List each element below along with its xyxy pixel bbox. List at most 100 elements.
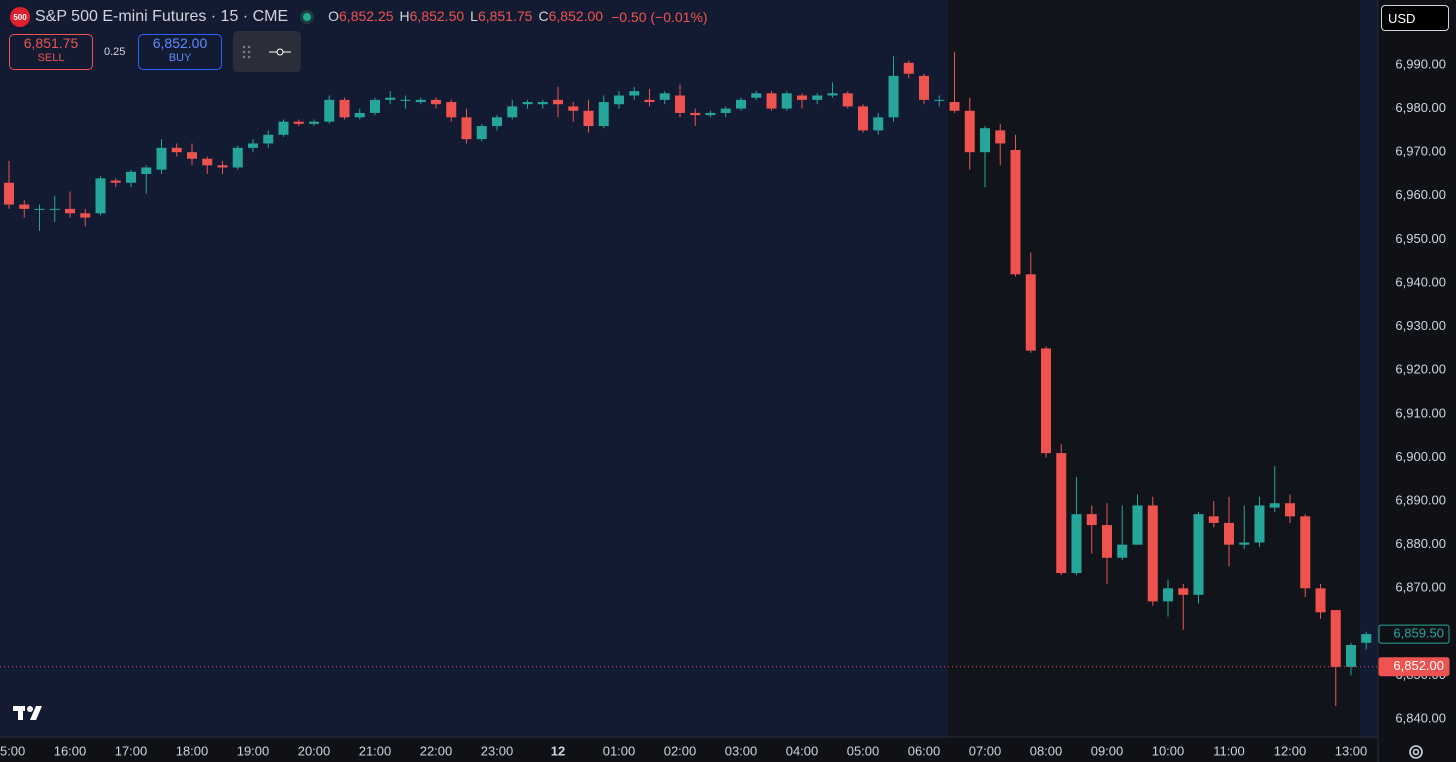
- currency-select[interactable]: USD: [1381, 5, 1449, 31]
- candle-body: [659, 93, 670, 100]
- candle-body: [537, 102, 548, 105]
- x-tick-label: 20:00: [298, 743, 331, 758]
- x-tick-label: 19:00: [237, 743, 270, 758]
- candle-body: [431, 99, 441, 105]
- candle-body: [446, 102, 457, 118]
- x-tick-label: 04:00: [786, 743, 819, 758]
- candle-body: [126, 171, 136, 183]
- candle-body: [187, 152, 197, 159]
- y-tick-label: 6,940.00: [1395, 274, 1446, 289]
- y-tick-label: 6,910.00: [1395, 405, 1446, 420]
- candle-body: [568, 106, 579, 111]
- candle-body: [629, 91, 640, 96]
- x-tick-label: 23:00: [481, 743, 514, 758]
- candle-body: [553, 99, 563, 105]
- ohlc-value: 6,852.25: [339, 8, 394, 24]
- candle-body: [1300, 516, 1311, 589]
- x-tick-label: 15:00: [0, 743, 25, 758]
- x-tick-label: 12:00: [1274, 743, 1307, 758]
- candle-body: [858, 106, 868, 131]
- ohlc-key: H: [399, 8, 410, 24]
- candle-body: [583, 110, 594, 127]
- candle-body: [1285, 503, 1295, 517]
- x-tick-label: 09:00: [1091, 743, 1124, 758]
- candle-body: [217, 165, 228, 168]
- candle-body: [934, 99, 945, 101]
- buy-price: 6,852.00: [152, 35, 208, 51]
- buy-button[interactable]: 6,852.00 BUY: [138, 34, 222, 70]
- candle-body: [354, 112, 365, 118]
- candle-body: [461, 117, 472, 140]
- candle-body: [1330, 610, 1341, 667]
- time-axis: [0, 737, 1378, 762]
- ohlc-key: L: [470, 8, 478, 24]
- settings-icon[interactable]: [1409, 745, 1423, 759]
- candle-body: [95, 178, 106, 214]
- tv-logo: [13, 706, 42, 720]
- ohlc-value: 6,851.75: [477, 8, 533, 24]
- symbol-title[interactable]: S&P 500 E-mini Futures · 15 · CME: [35, 8, 289, 25]
- candle-body: [964, 110, 975, 153]
- candle-body: [1224, 522, 1234, 545]
- candle-body: [263, 134, 274, 144]
- candle-body: [339, 99, 350, 118]
- sell-button[interactable]: 6,851.75 SELL: [9, 34, 93, 70]
- candle-body: [614, 95, 624, 105]
- candle-body: [644, 99, 655, 103]
- x-tick-label: 17:00: [115, 743, 148, 758]
- candle-body: [720, 108, 731, 113]
- candle-body: [156, 147, 167, 170]
- y-tick-label: 6,870.00: [1395, 580, 1446, 595]
- x-tick-label: 07:00: [969, 743, 1002, 758]
- candle-body: [873, 117, 884, 131]
- candle-body: [492, 117, 502, 127]
- x-tick-label: 01:00: [603, 743, 636, 758]
- candle-body: [232, 147, 243, 168]
- x-tick-label: 02:00: [664, 743, 697, 758]
- candle-body: [141, 167, 152, 175]
- candle-body: [1010, 150, 1021, 275]
- candle-body: [842, 93, 853, 107]
- candle-body: [110, 180, 121, 183]
- ohlc-key: O: [328, 8, 340, 24]
- candle-body: [1071, 514, 1082, 574]
- candle-body: [766, 93, 777, 109]
- candle-body: [1117, 544, 1128, 558]
- x-tick-label: 08:00: [1030, 743, 1063, 758]
- symbol-logo: 500: [10, 7, 30, 27]
- x-tick-label: 13:00: [1335, 743, 1368, 758]
- session-background: [948, 0, 1360, 737]
- candle-body: [980, 128, 990, 153]
- candle-body: [903, 62, 914, 74]
- candle-body: [797, 95, 807, 100]
- y-tick-label: 6,960.00: [1395, 187, 1446, 202]
- x-tick-label: 10:00: [1152, 743, 1185, 758]
- candle-body: [4, 182, 14, 205]
- candle-body: [293, 121, 304, 124]
- candle-body: [1254, 505, 1265, 543]
- candle-body: [827, 93, 838, 96]
- candle-body: [1346, 644, 1356, 667]
- symbol-header: 500 S&P 500 E-mini Futures · 15 · CME O6…: [10, 6, 710, 28]
- candle-body: [598, 102, 609, 127]
- candle-body: [1102, 525, 1112, 558]
- candle-body: [1056, 453, 1067, 574]
- price-marker-box: [1378, 624, 1450, 644]
- order-tool-icon: [242, 45, 291, 59]
- candle-body: [248, 143, 258, 148]
- candle-body: [919, 75, 929, 100]
- candle-body: [781, 93, 792, 109]
- y-tick-label: 6,970.00: [1395, 144, 1446, 159]
- y-tick-label: 6,980.00: [1395, 100, 1446, 115]
- order-tool[interactable]: [233, 31, 301, 72]
- candle-body: [1178, 588, 1189, 595]
- candle-body: [278, 121, 289, 135]
- candle-body: [1269, 503, 1280, 508]
- x-tick-label: 21:00: [359, 743, 392, 758]
- y-tick-label: 6,950.00: [1395, 231, 1446, 246]
- x-tick-label: 03:00: [725, 743, 758, 758]
- price-marker-label: 6,859.50: [1393, 626, 1444, 641]
- candle-body: [736, 99, 746, 109]
